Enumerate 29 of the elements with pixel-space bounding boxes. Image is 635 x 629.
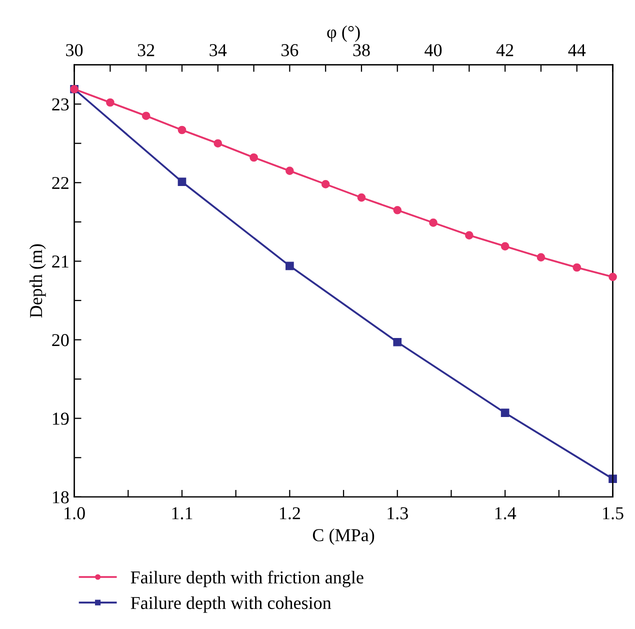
- x2-tick-label: 36: [282, 44, 298, 56]
- point: [178, 178, 186, 186]
- point: [500, 408, 510, 418]
- x2-tick-label: 44: [568, 44, 586, 56]
- x2-tick-label: 34: [210, 44, 227, 56]
- x2-tick-label: 40: [424, 44, 442, 56]
- x-tick-label: 1.0: [64, 507, 85, 520]
- x-tick-label: 1.3: [388, 507, 408, 520]
- y-tick-label: 18: [52, 491, 69, 504]
- x-tick-label: 1.1: [172, 507, 192, 520]
- y-axis-title: Depth (m): [29, 244, 46, 318]
- y-tick-label: 20: [52, 334, 69, 346]
- x2-tick-label: 38: [353, 44, 370, 56]
- x-tick-label: 1.5: [603, 507, 624, 520]
- y-tick-label: 19: [52, 412, 69, 425]
- legend-label: Failure depth with friction angle: [130, 570, 364, 588]
- x2-tick-label: 42: [496, 44, 514, 56]
- x-tick-label: 1.4: [495, 507, 516, 520]
- point: [286, 262, 294, 270]
- x-axis-title: C (MPa): [312, 528, 374, 545]
- legend-label: Failure depth with cohesion: [130, 596, 332, 613]
- x2-tick-label: 30: [66, 44, 83, 56]
- x2-tick-label: 32: [138, 44, 154, 56]
- point: [393, 338, 402, 346]
- x-tick-label: 1.2: [280, 507, 300, 520]
- y-tick-label: 21: [52, 256, 68, 268]
- y-tick-label: 22: [52, 176, 68, 189]
- x2-axis-title: φ (°): [327, 25, 360, 42]
- y-tick-label: 23: [52, 98, 69, 111]
